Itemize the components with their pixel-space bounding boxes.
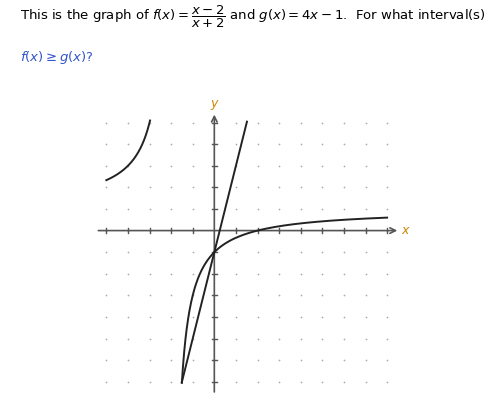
- Text: y: y: [211, 97, 218, 110]
- Text: $f(x) \geq g(x)$?: $f(x) \geq g(x)$?: [20, 49, 93, 66]
- Text: This is the graph of $f(x) = \dfrac{x - 2}{x + 2}$ and $g(x) = 4x - 1$.  For wha: This is the graph of $f(x) = \dfrac{x - …: [20, 4, 488, 30]
- Text: x: x: [401, 224, 408, 237]
